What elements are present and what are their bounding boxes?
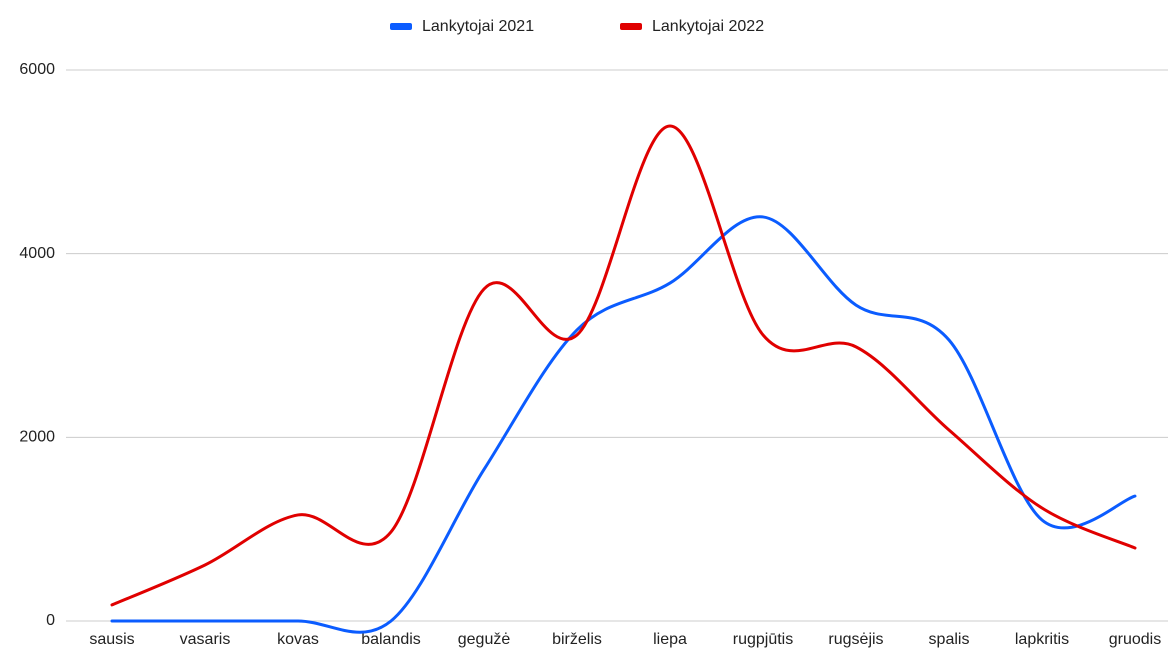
y-tick-label: 4000 <box>19 245 55 262</box>
x-tick-label: spalis <box>929 631 970 648</box>
x-tick-label: liepa <box>653 631 687 648</box>
line-series <box>110 124 1137 607</box>
x-tick-label: birželis <box>552 631 602 648</box>
y-tick-label: 0 <box>46 612 55 629</box>
legend-label: Lankytojai 2021 <box>422 18 534 35</box>
x-tick-label: lapkritis <box>1015 631 1069 648</box>
x-tick-label: kovas <box>277 631 319 648</box>
legend-swatch <box>390 23 412 30</box>
x-tick-label: rugsėjis <box>828 631 883 648</box>
x-tick-label: sausis <box>89 631 134 648</box>
legend-label: Lankytojai 2022 <box>652 18 764 35</box>
legend-swatch <box>620 23 642 30</box>
y-tick-label: 2000 <box>19 429 55 446</box>
y-tick-label: 6000 <box>19 61 55 78</box>
x-tick-label: vasaris <box>180 631 231 648</box>
x-tick-label: rugpjūtis <box>733 631 793 648</box>
x-tick-label: balandis <box>361 631 421 648</box>
x-tick-label: gruodis <box>1109 631 1161 648</box>
line-series <box>110 215 1137 634</box>
x-tick-label: gegužė <box>458 631 511 648</box>
